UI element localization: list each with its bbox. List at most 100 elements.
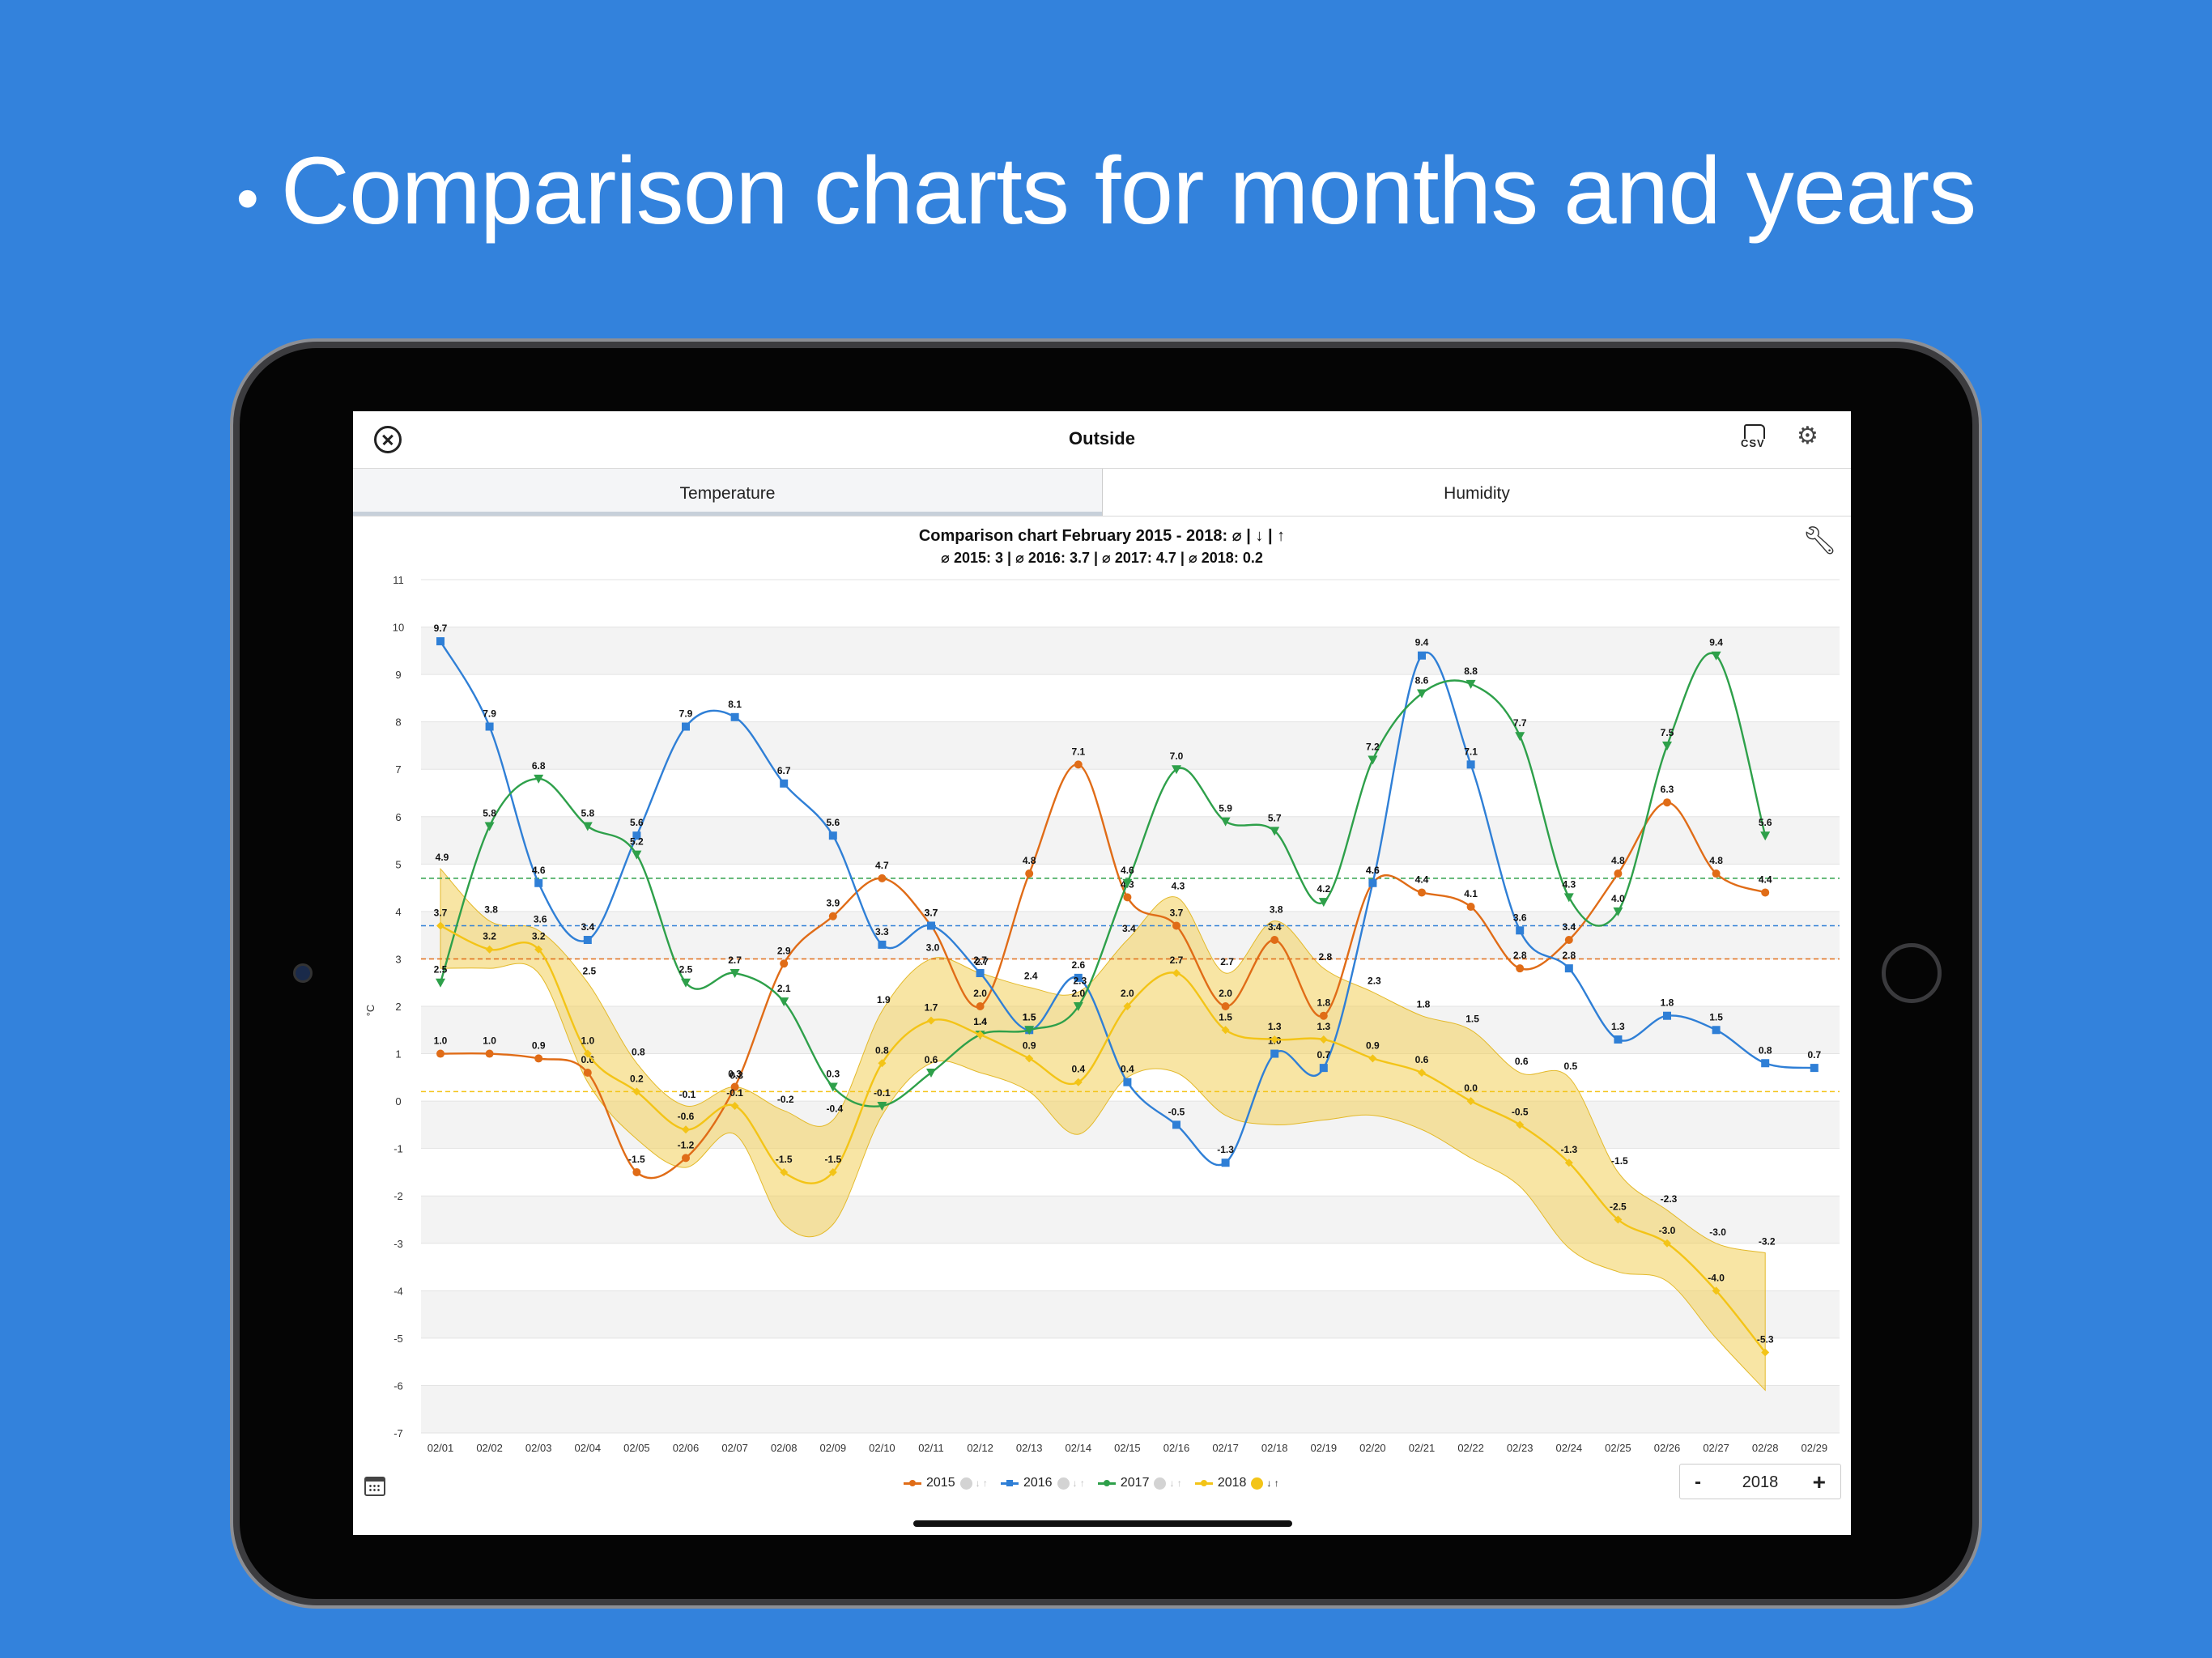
wrench-icon[interactable]: 🔧︎ [1802, 525, 1838, 556]
data-point-2016 [534, 878, 543, 887]
data-label-2017: 4.2 [1317, 883, 1330, 895]
data-point-2017 [1318, 898, 1329, 908]
data-label-2015: 4.4 [1415, 874, 1429, 885]
data-label-2016: 2.8 [1562, 950, 1576, 961]
y-tick-label: 10 [393, 622, 404, 634]
data-label-2018: -2.5 [1610, 1201, 1627, 1213]
max-label-2018: 2.3 [1073, 975, 1087, 986]
tab-humidity[interactable]: Humidity [1102, 469, 1851, 516]
x-tick-label: 02/01 [428, 1442, 454, 1454]
data-point-2018 [485, 945, 494, 954]
max-label-2018: 4.9 [436, 852, 449, 863]
legend-extremes-dot-2018[interactable] [1251, 1477, 1264, 1490]
calendar-icon[interactable] [364, 1477, 385, 1496]
data-point-2015 [485, 1049, 494, 1058]
tablet-frame: 11 10 9 8 7 6 5 4 3 2 1 0 -1 -2 -3 -4 -5 -6 -7 °C 02/01 02/02… [240, 348, 1972, 1599]
max-label-2018: 2.4 [1024, 971, 1038, 982]
data-label-2015: 4.7 [875, 860, 889, 871]
data-label-2018: 1.3 [1268, 1021, 1282, 1032]
data-label-2015: 3.7 [925, 907, 938, 918]
y-tick-label: 5 [395, 858, 401, 870]
data-point-2016 [632, 831, 641, 840]
data-point-2016 [485, 722, 494, 731]
data-label-2018: 0.2 [630, 1073, 644, 1084]
max-label-2018: 1.5 [1465, 1013, 1479, 1024]
csv-export-icon[interactable]: CSV [1741, 424, 1767, 452]
data-point-2016 [780, 779, 789, 788]
x-tick-label: 02/10 [869, 1442, 895, 1454]
x-tick-label: 02/26 [1654, 1442, 1681, 1454]
max-label-2018: 2.7 [1220, 956, 1234, 967]
data-label-2017: 8.6 [1415, 675, 1429, 687]
chart-subtitle: ⌀ 2015: 3 | ⌀ 2016: 3.7 | ⌀ 2017: 4.7 | … [941, 550, 1263, 566]
x-tick-label: 02/19 [1311, 1442, 1338, 1454]
data-point-2015 [780, 959, 789, 968]
data-label-2015: 0.9 [532, 1039, 546, 1051]
tab-temperature[interactable]: Temperature [353, 469, 1102, 516]
legend-extremes-dot-2017[interactable] [1154, 1477, 1167, 1490]
data-point-2016 [730, 712, 739, 721]
data-point-2016 [976, 969, 985, 978]
home-button[interactable] [1882, 943, 1942, 1003]
max-label-2018: -1.5 [1611, 1155, 1628, 1167]
data-point-2016 [1074, 973, 1083, 982]
legend-item-2017[interactable]: 2017 ↓ ↑ [1097, 1476, 1182, 1490]
x-tick-label: 02/12 [967, 1442, 993, 1454]
data-point-2017 [827, 1082, 838, 1092]
data-label-2017: 5.8 [483, 807, 496, 818]
data-point-2015 [878, 874, 887, 882]
legend-extremes-dot-2015[interactable] [959, 1477, 972, 1490]
data-label-2015: 7.1 [1071, 746, 1085, 757]
csv-export-label: CSV [1741, 437, 1765, 449]
x-tick-label: 02/06 [673, 1442, 700, 1454]
legend-item-2016[interactable]: 2016 ↓ ↑ [1000, 1476, 1085, 1490]
data-label-2015: 3.4 [1562, 921, 1576, 933]
data-label-2017: 2.7 [728, 954, 742, 966]
data-point-2017 [1515, 732, 1525, 742]
range-band-2018 [440, 867, 1766, 1392]
data-label-2017: 2.5 [434, 964, 448, 976]
data-label-2015: 1.8 [1317, 997, 1330, 1009]
y-tick-label: -6 [393, 1380, 403, 1392]
y-tick-label: -4 [393, 1285, 403, 1297]
data-point-2017 [1613, 907, 1623, 916]
legend-item-2015[interactable]: 2015 ↓ ↑ [904, 1476, 988, 1490]
year-value: 2018 [1742, 1473, 1779, 1491]
series-line-2016 [439, 640, 1814, 1167]
data-label-2018: 1.0 [581, 1035, 594, 1047]
data-point-2016 [1270, 1049, 1279, 1058]
close-icon[interactable] [374, 426, 402, 453]
data-label-2015: 2.8 [1513, 950, 1527, 961]
data-point-2017 [534, 774, 544, 784]
x-tick-label: 02/11 [918, 1442, 944, 1454]
x-tick-label: 02/29 [1802, 1442, 1828, 1454]
data-label-2017: 4.6 [1121, 865, 1134, 876]
legend-extremes-dot-2016[interactable] [1057, 1477, 1070, 1490]
x-tick-label: 02/02 [476, 1442, 503, 1454]
data-label-2018: -0.1 [726, 1087, 743, 1099]
year-stepper: - 2018 + [1679, 1464, 1841, 1499]
x-tick-label: 02/03 [525, 1442, 552, 1454]
data-label-2016: 4.6 [532, 865, 546, 876]
gear-icon[interactable]: ⚙ [1797, 423, 1819, 449]
data-label-2016: 9.7 [434, 623, 448, 634]
headline-text: Comparison charts for months and years [280, 138, 1976, 244]
legend-extremes-arrows-2016: ↓ ↑ [1072, 1477, 1085, 1489]
series-line-2017 [439, 652, 1767, 1107]
data-point-2018 [1712, 1286, 1721, 1295]
year-decrement-button[interactable]: - [1695, 1471, 1701, 1493]
data-label-2017: 2.1 [777, 983, 791, 994]
data-label-2018: 0.9 [1366, 1039, 1380, 1051]
data-point-2017 [1760, 831, 1771, 841]
home-indicator[interactable] [913, 1520, 1292, 1527]
data-point-2015 [828, 912, 837, 920]
legend-item-2018[interactable]: 2018 ↓ ↑ [1194, 1476, 1279, 1490]
x-tick-label: 02/15 [1114, 1442, 1141, 1454]
data-label-2018: 3.2 [532, 931, 546, 942]
data-label-2018: 3.2 [483, 931, 496, 942]
data-point-2017 [779, 997, 789, 1007]
year-increment-button[interactable]: + [1812, 1469, 1826, 1494]
x-tick-label: 02/24 [1556, 1442, 1583, 1454]
data-label-2015: 4.8 [1611, 855, 1625, 866]
x-tick-label: 02/07 [721, 1442, 748, 1454]
